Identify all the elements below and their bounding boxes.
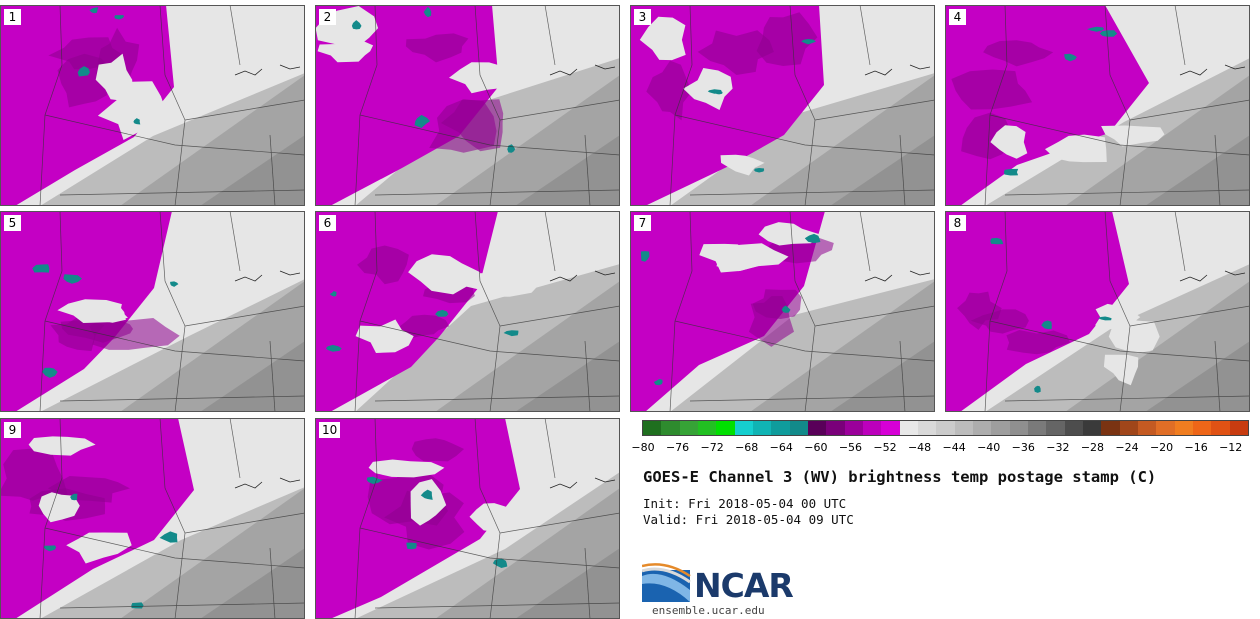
stamp-panel-9: 9: [0, 418, 305, 619]
colorbar-cell: [643, 421, 662, 435]
colorbar-cell: [752, 421, 772, 435]
stamp-panel-1: 1: [0, 5, 305, 206]
colorbar-cell: [991, 421, 1010, 435]
stamp-panel-3: 3: [630, 5, 935, 206]
colorbar-tick-label: −48: [907, 441, 932, 454]
stamp-member-number: 10: [319, 422, 341, 438]
colorbar: [642, 420, 1249, 436]
colorbar-cell: [771, 421, 790, 435]
colorbar-cell: [972, 421, 992, 435]
colorbar-cell: [1046, 421, 1065, 435]
colorbar-tick-label: −28: [1080, 441, 1105, 454]
stamp-member-number: 1: [4, 9, 21, 25]
colorbar-tick-label: −20: [1149, 441, 1174, 454]
ncar-logo-icon: [642, 563, 691, 602]
stamp-member-number: 7: [634, 215, 651, 231]
colorbar-tick-label: −56: [838, 441, 863, 454]
colorbar-cell: [1192, 421, 1212, 435]
colorbar-cell: [1027, 421, 1047, 435]
colorbar-tick-label: −76: [665, 441, 690, 454]
colorbar-tick-label: −24: [1115, 441, 1139, 454]
colorbar-cell: [862, 421, 882, 435]
colorbar-tick-label: −64: [769, 441, 793, 454]
colorbar-tick-label: −36: [1011, 441, 1035, 454]
colorbar-cell: [1009, 421, 1028, 435]
colorbar-cell: [1064, 421, 1083, 435]
colorbar-tick-label: −60: [804, 441, 828, 454]
colorbar-tick-label: −16: [1184, 441, 1208, 454]
colorbar-tick-label: −40: [977, 441, 1001, 454]
colorbar-cell: [661, 421, 680, 435]
colorbar-cell: [917, 421, 937, 435]
colorbar-cell: [954, 421, 973, 435]
stamp-member-number: 2: [319, 9, 336, 25]
colorbar-cell: [826, 421, 845, 435]
init-time: Init: Fri 2018-05-04 00 UTC: [643, 496, 847, 511]
colorbar-tick-label: −72: [700, 441, 724, 454]
stamp-member-number: 4: [949, 9, 966, 25]
colorbar-cell: [1211, 421, 1230, 435]
colorbar-cell: [936, 421, 955, 435]
colorbar-cell: [1082, 421, 1102, 435]
colorbar-cell: [899, 421, 918, 435]
stamp-panel-8: 8: [945, 211, 1250, 412]
logo-text: NCAR: [694, 566, 794, 605]
colorbar-cell: [881, 421, 900, 435]
colorbar-tick-label: −68: [735, 441, 759, 454]
stamp-member-number: 8: [949, 215, 966, 231]
colorbar-cell: [716, 421, 735, 435]
colorbar-cell: [734, 421, 753, 435]
colorbar-tick-label: −52: [873, 441, 897, 454]
stamp-panel-4: 4: [945, 5, 1250, 206]
colorbar-tick-label: −32: [1046, 441, 1070, 454]
colorbar-cell: [807, 421, 827, 435]
colorbar-cell: [844, 421, 863, 435]
colorbar-tick-label: −44: [942, 441, 966, 454]
colorbar-cell: [1137, 421, 1157, 435]
colorbar-tick-label: −12: [1219, 441, 1243, 454]
colorbar-cell: [697, 421, 717, 435]
stamp-panel-10: 10: [315, 418, 620, 619]
colorbar-cell: [679, 421, 698, 435]
colorbar-cell: [1156, 421, 1175, 435]
stamp-member-number: 6: [319, 215, 336, 231]
stamp-member-number: 3: [634, 9, 651, 25]
colorbar-cell: [1229, 421, 1248, 435]
stamp-panel-6: 6: [315, 211, 620, 412]
stamp-member-number: 9: [4, 422, 21, 438]
stamp-member-number: 5: [4, 215, 21, 231]
stamp-panel-2: 2: [315, 5, 620, 206]
site-url: ensemble.ucar.edu: [652, 604, 765, 617]
colorbar-cell: [789, 421, 808, 435]
valid-time: Valid: Fri 2018-05-04 09 UTC: [643, 512, 854, 527]
colorbar-cell: [1101, 421, 1120, 435]
figure-title: GOES-E Channel 3 (WV) brightness temp po…: [643, 468, 1157, 486]
colorbar-cell: [1119, 421, 1138, 435]
colorbar-tick-label: −80: [631, 441, 655, 454]
stamp-panel-7: 7: [630, 211, 935, 412]
colorbar-tick-labels: −80 −76 −72 −68 −64 −60 −56 −52 −48 −44 −40 −36 −32−…: [631, 441, 1248, 455]
stamp-panel-5: 5: [0, 211, 305, 412]
colorbar-cell: [1174, 421, 1193, 435]
